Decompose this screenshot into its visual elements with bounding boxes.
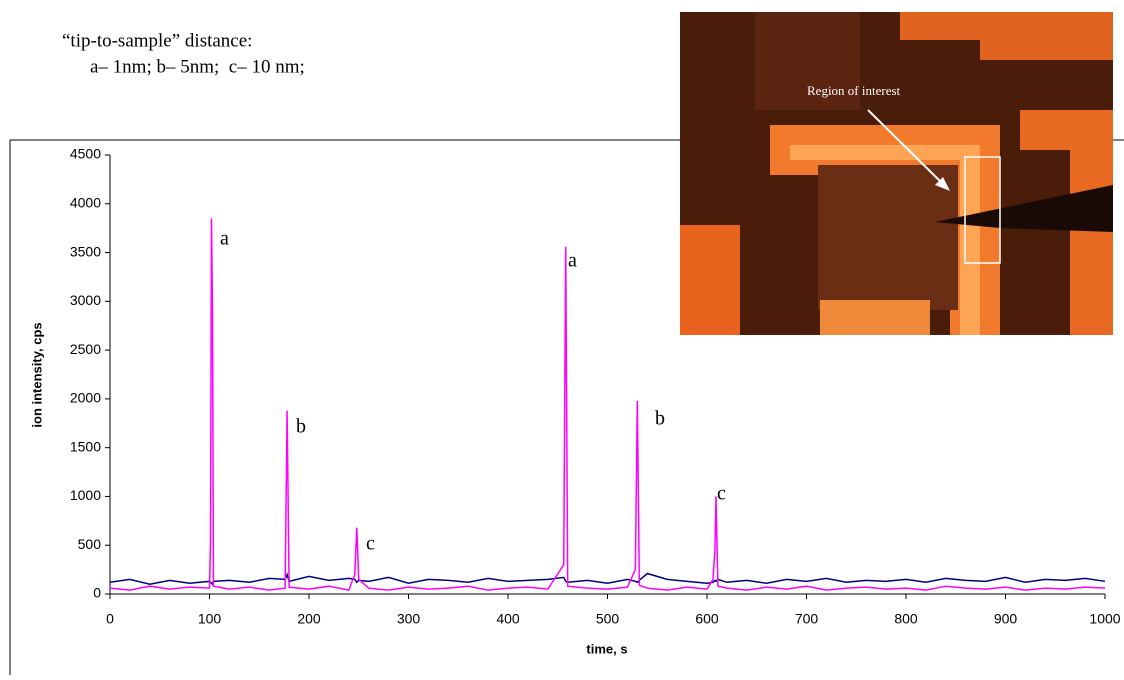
note-line: a– 1nm; b– 5nm; c– 10 nm; bbox=[90, 56, 305, 77]
x-tick-label: 500 bbox=[596, 611, 620, 627]
arrow bbox=[867, 109, 946, 187]
pad bbox=[680, 12, 1113, 60]
x-tick-label: 0 bbox=[106, 611, 114, 627]
annotation: c bbox=[717, 483, 726, 505]
annotation: a bbox=[568, 250, 577, 272]
series-line bbox=[109, 218, 1106, 591]
x-axis-label: time, s bbox=[586, 641, 627, 656]
series-line bbox=[109, 572, 1106, 586]
pad bbox=[680, 225, 740, 335]
x-tick-label: 200 bbox=[297, 611, 321, 627]
y-tick-label: 0 bbox=[93, 585, 101, 601]
annotation: a bbox=[220, 228, 229, 250]
y-tick-label: 3000 bbox=[70, 292, 101, 308]
pad bbox=[755, 12, 860, 110]
inset-photo: Region of interest bbox=[680, 12, 1113, 335]
arrow-head bbox=[935, 177, 950, 191]
note-line: “tip-to-sample” distance: bbox=[62, 30, 252, 51]
y-tick-label: 1500 bbox=[70, 438, 101, 454]
x-tick-label: 300 bbox=[397, 611, 421, 627]
probe-tip bbox=[935, 185, 1113, 232]
x-tick-label: 600 bbox=[695, 611, 719, 627]
y-tick-label: 2500 bbox=[70, 341, 101, 357]
annotation: c bbox=[366, 533, 375, 555]
annotation: b bbox=[655, 408, 665, 430]
annotation: b bbox=[296, 416, 306, 438]
y-tick-label: 4500 bbox=[70, 146, 101, 162]
x-tick-label: 1000 bbox=[1089, 611, 1120, 627]
y-tick-label: 3500 bbox=[70, 243, 101, 259]
x-tick-label: 100 bbox=[198, 611, 222, 627]
inset-label: Region of interest bbox=[807, 83, 901, 98]
y-tick-label: 500 bbox=[78, 536, 102, 552]
y-tick-label: 1000 bbox=[70, 487, 101, 503]
pad bbox=[790, 145, 980, 335]
y-tick-label: 4000 bbox=[70, 194, 101, 210]
pad bbox=[820, 300, 930, 335]
pad bbox=[1020, 110, 1113, 335]
x-tick-label: 900 bbox=[994, 611, 1018, 627]
region-box bbox=[964, 156, 1001, 264]
pad bbox=[818, 165, 958, 310]
x-tick-label: 800 bbox=[894, 611, 918, 627]
y-tick-label: 2000 bbox=[70, 390, 101, 406]
plot-area: 0 500 1000 1500 2000 2500 3000 3500 4000 4500 0 100… bbox=[70, 146, 1121, 627]
x-tick-label: 400 bbox=[496, 611, 520, 627]
y-axis-label: ion intensity, cps bbox=[29, 322, 44, 427]
x-tick-label: 700 bbox=[795, 611, 819, 627]
